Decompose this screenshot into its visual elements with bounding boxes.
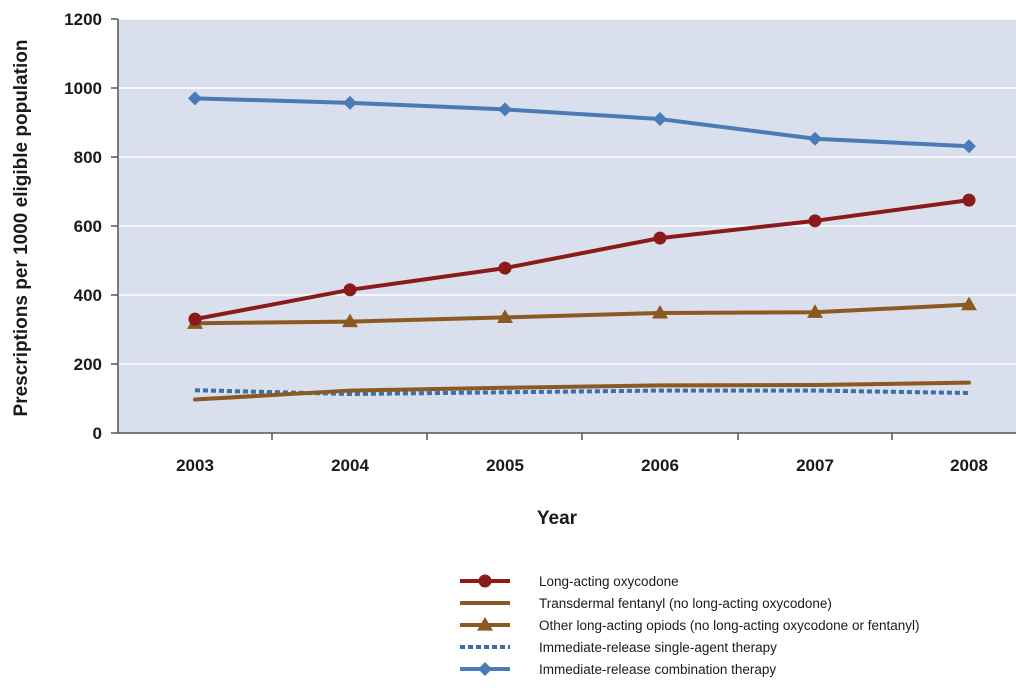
y-tick-label-200: 200 bbox=[74, 355, 102, 374]
x-tick-label-2006: 2006 bbox=[641, 456, 679, 475]
series-4-point-2003 bbox=[188, 91, 202, 106]
x-tick-label-2008: 2008 bbox=[950, 456, 988, 475]
series-line-1 bbox=[193, 380, 971, 402]
series-0 bbox=[188, 193, 976, 326]
legend-label-2: Other long-acting opiods (no long-acting… bbox=[539, 618, 919, 633]
gridlines bbox=[118, 18, 1016, 365]
legend-item-4: Immediate-release combination therapy bbox=[460, 662, 776, 677]
series-0-point-2006 bbox=[653, 231, 667, 245]
series-layer bbox=[187, 91, 977, 402]
series-2-point-2006 bbox=[652, 304, 668, 319]
x-axis-title: Year bbox=[537, 508, 578, 529]
legend-marker-0 bbox=[478, 574, 492, 588]
y-tick-label-600: 600 bbox=[74, 217, 102, 236]
legend-label-4: Immediate-release combination therapy bbox=[539, 662, 776, 677]
x-tick-labels: 2003 2004 2005 2006 2007 2008 bbox=[176, 456, 988, 475]
y-tick-labels: 0 200 400 600 800 1000 1200 bbox=[64, 10, 102, 443]
y-axis-title: Prescriptions per 1000 eligible populati… bbox=[11, 40, 32, 417]
series-0-point-2003 bbox=[188, 312, 202, 326]
series-0-point-2005 bbox=[498, 261, 512, 275]
series-2 bbox=[187, 296, 977, 329]
legend-label-3: Immediate-release single-agent therapy bbox=[539, 640, 777, 655]
series-line-2 bbox=[193, 302, 971, 326]
series-line-0 bbox=[193, 198, 971, 322]
series-line-4 bbox=[193, 96, 971, 149]
x-tick-label-2003: 2003 bbox=[176, 456, 214, 475]
series-0-point-2008 bbox=[962, 193, 976, 207]
series-2-point-2004 bbox=[342, 313, 358, 328]
y-tick-label-800: 800 bbox=[74, 148, 102, 167]
series-1 bbox=[193, 380, 971, 402]
x-tick-label-2005: 2005 bbox=[486, 456, 524, 475]
series-2-point-2007 bbox=[807, 304, 823, 318]
series-4 bbox=[188, 91, 976, 154]
series-0-point-2007 bbox=[808, 214, 822, 228]
x-tick-label-2007: 2007 bbox=[796, 456, 834, 475]
y-tick-label-1000: 1000 bbox=[64, 79, 102, 98]
legend-item-1: Transdermal fentanyl (no long-acting oxy… bbox=[460, 596, 832, 611]
series-4-point-2004 bbox=[343, 95, 357, 110]
legend-label-0: Long-acting oxycodone bbox=[539, 574, 679, 589]
legend: Long-acting oxycodone Transdermal fentany… bbox=[460, 574, 919, 677]
series-2-point-2005 bbox=[497, 309, 513, 324]
y-tick-label-400: 400 bbox=[74, 286, 102, 305]
series-0-point-2004 bbox=[343, 283, 357, 297]
series-4-point-2006 bbox=[653, 112, 667, 127]
axes bbox=[111, 18, 1016, 440]
legend-marker-2 bbox=[477, 617, 493, 631]
series-4-point-2007 bbox=[808, 131, 822, 146]
x-tick-label-2004: 2004 bbox=[331, 456, 369, 475]
legend-item-2: Other long-acting opiods (no long-acting… bbox=[460, 617, 919, 633]
series-2-point-2008 bbox=[961, 296, 977, 311]
y-tick-label-0: 0 bbox=[93, 424, 102, 443]
series-4-point-2005 bbox=[498, 102, 512, 117]
legend-label-1: Transdermal fentanyl (no long-acting oxy… bbox=[539, 596, 832, 611]
y-tick-label-1200: 1200 bbox=[64, 10, 102, 29]
legend-item-0: Long-acting oxycodone bbox=[460, 574, 679, 589]
legend-marker-4 bbox=[478, 662, 492, 676]
legend-item-3: Immediate-release single-agent therapy bbox=[460, 640, 777, 655]
series-4-point-2008 bbox=[962, 139, 976, 154]
